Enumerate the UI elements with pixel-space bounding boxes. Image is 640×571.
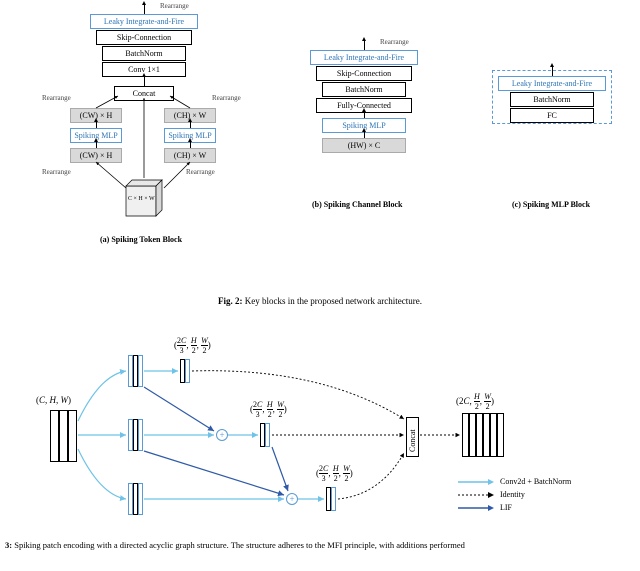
arrow [364,111,365,118]
top-section: Leaky Integrate-and-Fire Skip-Connection… [0,0,640,290]
fig3: (C, H, W) (2C3, H2, W2) (2C3, H2, W2) (2… [0,335,640,535]
c-lif: Leaky Integrate-and-Fire [498,76,606,91]
a-caption: (a) Spiking Token Block [100,235,182,244]
a-rearr-r2: Rearrange [186,168,215,176]
a-rearr-l1: Rearrange [42,94,71,102]
b-lif: Leaky Integrate-and-Fire [310,50,418,65]
legend-lif: LIF [458,503,571,512]
c-caption: (c) Spiking MLP Block [512,200,590,209]
a-connectors [0,0,300,230]
b-skip: Skip-Connection [316,66,412,81]
a-rearr-l2: Rearrange [42,168,71,176]
legend-conv: Conv2d + BatchNorm [458,477,571,486]
arrow [552,66,553,76]
legend-identity-label: Identity [500,490,525,499]
a-rearr-r1: Rearrange [212,94,241,102]
b-caption: (b) Spiking Channel Block [312,200,402,209]
b-bn: BatchNorm [322,82,406,97]
legend: Conv2d + BatchNorm Identity LIF [458,477,571,516]
legend-lif-label: LIF [500,503,512,512]
a-rearr-top: Rearrange [160,2,189,10]
fig3-caption: 3: Spiking patch encoding with a directe… [5,540,635,550]
b-hwc: (HW) × C [322,138,406,153]
fig2-caption: Fig. 2: Fig. 2: Key blocks in the propos… [0,296,640,306]
c-bn: BatchNorm [510,92,594,107]
b-rearr: Rearrange [380,38,409,46]
fig3-caption-text: Spiking patch encoding with a directed a… [12,540,465,550]
arrow [364,131,365,138]
legend-identity: Identity [458,490,571,499]
arrow [364,40,365,50]
legend-conv-label: Conv2d + BatchNorm [500,477,571,486]
c-fc: FC [510,108,594,123]
